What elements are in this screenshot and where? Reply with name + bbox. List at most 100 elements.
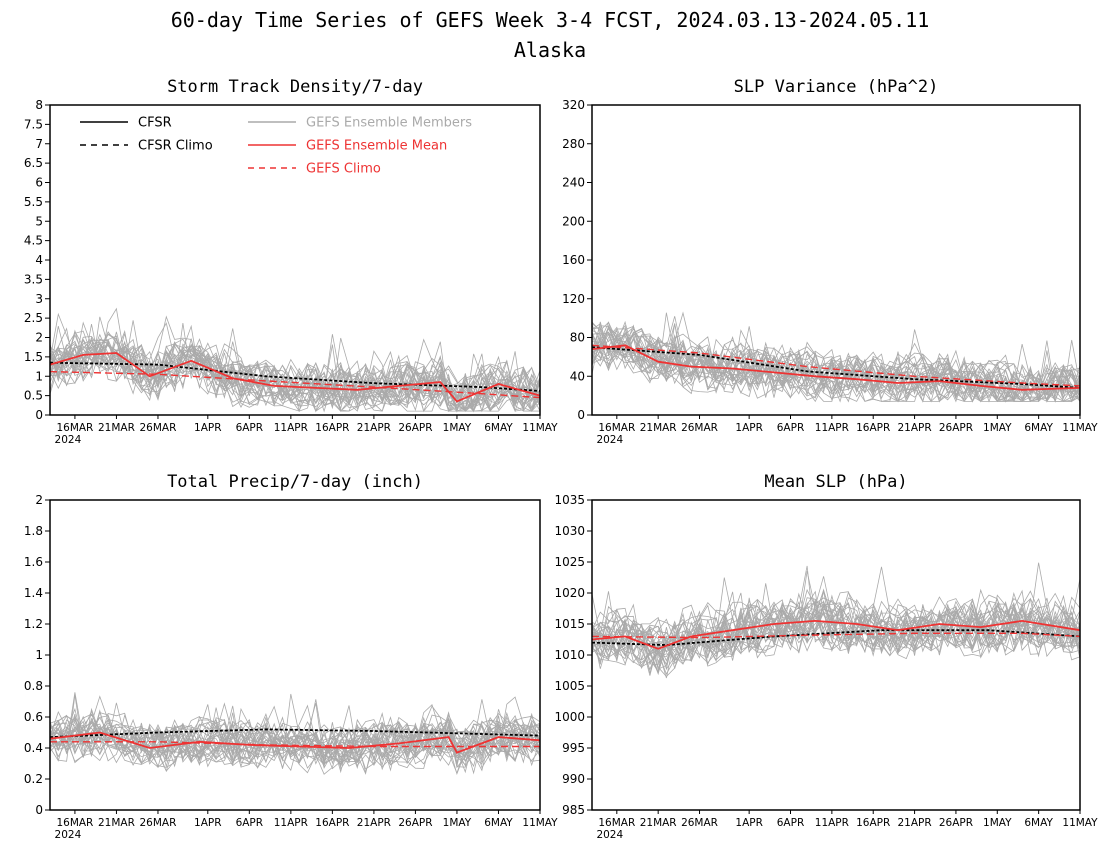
x-year-label: 2024 xyxy=(596,434,623,446)
y-tick-label: 1.5 xyxy=(24,350,43,364)
x-tick-label: 21MAR xyxy=(98,817,135,829)
axes-frame xyxy=(49,104,541,416)
y-tick-label: 0 xyxy=(35,408,43,422)
y-tick-label: 1.2 xyxy=(24,617,43,631)
ensemble-member-line xyxy=(591,577,1081,670)
x-tick-label: 6APR xyxy=(777,817,805,829)
gefs-ensemble-mean-line xyxy=(49,731,541,754)
y-tick-label: 1035 xyxy=(554,493,585,507)
x-tick-label: 11APR xyxy=(274,817,308,829)
gefs-climo-line xyxy=(49,370,541,399)
ensemble-member-line xyxy=(49,326,541,404)
ensemble-member-line xyxy=(591,311,1081,398)
y-tick-label: 0.8 xyxy=(24,679,43,693)
ensemble-member-line xyxy=(49,707,541,775)
y-tick-label: 3.5 xyxy=(24,272,43,286)
x-tick-label: 11MAY xyxy=(1062,422,1098,434)
x-tick-label: 26APR xyxy=(939,422,973,434)
x-tick-label: 1APR xyxy=(194,817,222,829)
legend-label-mean: GEFS Ensemble Mean xyxy=(306,139,447,154)
x-year-label: 2024 xyxy=(55,434,82,446)
x-tick-label: 1APR xyxy=(735,817,763,829)
chart-panel-3: Total Precip/7-day (inch)00.20.40.60.811… xyxy=(24,472,558,841)
x-tick-label: 21MAR xyxy=(640,422,677,434)
x-tick-label: 21APR xyxy=(897,817,931,829)
ensemble-member-line xyxy=(591,609,1081,674)
y-tick-label: 3 xyxy=(35,292,43,306)
x-tick-label: 1APR xyxy=(735,422,763,434)
x-tick-label: 21APR xyxy=(357,422,391,434)
panel-title: Mean SLP (hPa) xyxy=(764,472,907,492)
x-tick-label: 11MAY xyxy=(1062,817,1098,829)
chart-panel-2: SLP Variance (hPa^2) 0 40 80 120 160 200 240 280… xyxy=(562,77,1098,446)
y-tick-label: 2 xyxy=(35,331,43,345)
chart-panel-1: Storm Track Density/7-day 0 0.5 1 1.5 2 2.5 3 3.… xyxy=(24,77,558,446)
legend-label-gefs-climo: GEFS Climo xyxy=(306,162,381,177)
ensemble-member-line xyxy=(591,571,1081,658)
ensemble-member-line xyxy=(49,350,541,413)
y-tick-label: 1025 xyxy=(554,555,585,569)
panel-title: Storm Track Density/7-day xyxy=(167,77,423,97)
x-tick-label: 21APR xyxy=(897,422,931,434)
x-tick-label: 26APR xyxy=(398,422,432,434)
y-tick-label: 320 xyxy=(562,98,585,112)
x-tick-label: 16APR xyxy=(856,422,890,434)
x-tick-label: 11APR xyxy=(815,817,849,829)
y-tick-label: 6.5 xyxy=(24,156,43,170)
cfsr-climo-line xyxy=(591,346,1081,389)
gefs-climo-line xyxy=(50,741,540,748)
y-tick-label: 5 xyxy=(35,214,43,228)
x-tick-label: 1MAY xyxy=(443,817,472,829)
x-tick-label: 26APR xyxy=(939,817,973,829)
x-year-label: 2024 xyxy=(55,829,82,841)
x-tick-label: 16MAR xyxy=(598,817,635,829)
y-tick-label: 40 xyxy=(570,369,585,383)
ensemble-members xyxy=(49,307,541,413)
panel-title: Total Precip/7-day (inch) xyxy=(167,472,423,492)
ensemble-member-line xyxy=(49,725,541,768)
y-tick-label: 0.2 xyxy=(24,772,43,786)
gefs-climo-line xyxy=(591,344,1081,387)
y-tick-label: 1010 xyxy=(554,648,585,662)
gefs-climo-line xyxy=(591,632,1081,639)
y-tick-label: 2 xyxy=(35,493,43,507)
gefs-ensemble-mean-line xyxy=(591,344,1081,391)
x-tick-label: 6APR xyxy=(777,422,805,434)
y-tick-label: 4 xyxy=(35,253,43,267)
ensemble-member-line xyxy=(591,339,1081,403)
axes-frame xyxy=(49,499,541,811)
y-tick-label: 120 xyxy=(562,292,585,306)
y-tick-label: 985 xyxy=(562,803,585,817)
axes-frame xyxy=(591,499,1081,811)
y-tick-label: 995 xyxy=(562,741,585,755)
x-tick-label: 6MAY xyxy=(1024,422,1053,434)
y-tick-label: 2.5 xyxy=(24,311,43,325)
x-tick-label: 6MAY xyxy=(484,422,513,434)
x-tick-label: 1MAY xyxy=(443,422,472,434)
y-tick-label: 7.5 xyxy=(24,117,43,131)
ensemble-member-line xyxy=(591,597,1081,660)
y-tick-label: 5.5 xyxy=(24,195,43,209)
x-tick-label: 21APR xyxy=(357,817,391,829)
y-tick-label: 1000 xyxy=(554,710,585,724)
cfsr-climo-line xyxy=(49,728,541,738)
y-tick-label: 0.6 xyxy=(24,710,43,724)
legend-label-cfsr-climo: CFSR Climo xyxy=(138,139,213,154)
x-tick-label: 6MAY xyxy=(1024,817,1053,829)
ensemble-member-line xyxy=(591,594,1081,650)
gefs-ensemble-mean-line xyxy=(49,352,541,403)
panels-group: Storm Track Density/7-day 0 0.5 1 1.5 2 2.5 3 3.… xyxy=(24,77,1098,841)
gefs-ensemble-mean-line xyxy=(591,619,1081,650)
y-tick-label: 1.4 xyxy=(24,586,43,600)
panel-title: SLP Variance (hPa^2) xyxy=(734,77,939,97)
chart-panel-4: Mean SLP (hPa) 985 990 995 1000 1005 1010 1015 1… xyxy=(554,472,1098,841)
y-tick-label: 1.6 xyxy=(24,555,43,569)
x-tick-label: 11APR xyxy=(274,422,308,434)
x-tick-label: 26MAR xyxy=(681,422,718,434)
ensemble-member-line xyxy=(591,604,1081,664)
x-tick-label: 26MAR xyxy=(140,422,177,434)
ensemble-member-line xyxy=(591,598,1081,674)
x-tick-label: 6MAY xyxy=(484,817,513,829)
y-tick-label: 990 xyxy=(562,772,585,786)
x-tick-label: 11APR xyxy=(815,422,849,434)
